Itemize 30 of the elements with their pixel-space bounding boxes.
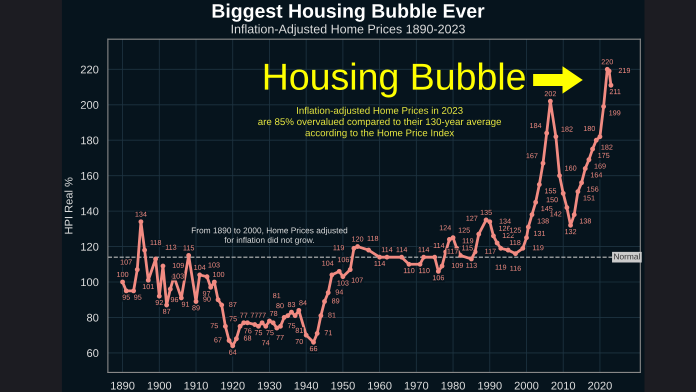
x-tick-label: 1980: [442, 382, 465, 390]
x-tick-label: 1950: [331, 382, 355, 390]
y-tick-label: 80: [86, 314, 98, 322]
y-tick-label: 220: [80, 66, 98, 74]
x-tick-label: 2020: [588, 382, 612, 390]
y-tick-label: 200: [80, 101, 98, 109]
chart-title: Biggest Housing Bubble Ever: [212, 4, 484, 22]
y-tick-label: 140: [81, 207, 98, 216]
ref-line-label: Normal: [614, 253, 640, 260]
x-tick-label: 1990: [478, 382, 502, 390]
annotation: Inflation-adjusted Home Prices in 2023 are 85% overvalued compared to their 130-year average according to the Home Price Index: [258, 106, 502, 138]
x-tick-label: 1960: [368, 382, 392, 390]
annotation: From 1890 to 2000, Home Prices adjusted for inflation did not grow.: [192, 227, 348, 245]
y-tick-label: 180: [81, 136, 98, 144]
x-tick-label: 1910: [184, 382, 208, 390]
x-tick-label: 1890: [111, 382, 134, 390]
y-tick-label: 120: [81, 242, 98, 251]
y-tick-label: 160: [81, 172, 98, 180]
x-tick-label: 1930: [258, 382, 282, 390]
y-tick-label: 60: [87, 349, 98, 358]
x-tick-label: 2010: [551, 382, 576, 390]
x-tick-label: 2000: [514, 382, 538, 390]
x-tick-label: 1940: [294, 382, 318, 390]
x-tick-label: 1900: [148, 382, 172, 390]
chart-subtitle: Inflation-Adjusted Home Prices 1890-2023: [232, 24, 465, 36]
y-axis-title: HPI Real %: [64, 177, 73, 234]
y-tick-label: 100: [81, 278, 98, 286]
x-tick-label: 1920: [221, 382, 245, 390]
annotation: Housing Bubble: [264, 62, 525, 98]
x-tick-label: 1970: [404, 382, 428, 390]
